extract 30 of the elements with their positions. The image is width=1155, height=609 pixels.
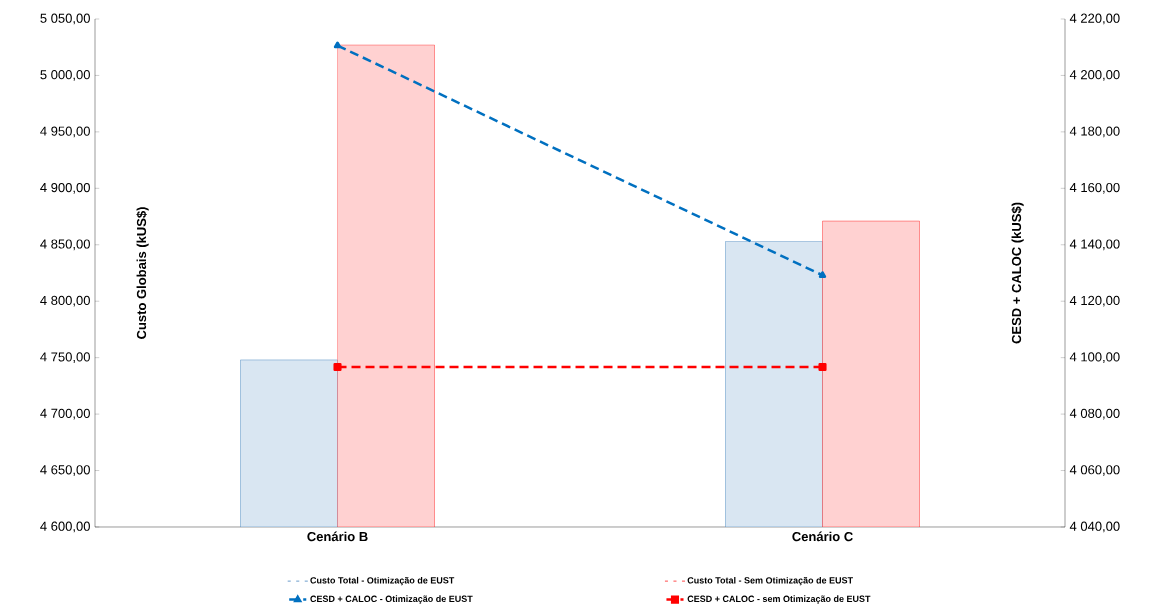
y2-tick-label: 4 140,00 xyxy=(1069,239,1120,251)
y-tick-label: 4 950,00 xyxy=(40,126,90,138)
y2-tick-label: 4 040,00 xyxy=(1069,521,1120,533)
point xyxy=(333,362,342,372)
legend-label: Custo Total - Sem Otimização de EUST xyxy=(687,576,853,586)
legend-label: Custo Total - Otimização de EUST xyxy=(310,576,455,586)
legend-label: CESD + CALOC - Otimização de EUST xyxy=(310,595,473,604)
y-tick-label: 4 700,00 xyxy=(40,408,90,420)
y-tick-label: 5 050,00 xyxy=(40,13,90,25)
y2-tick-label: 4 120,00 xyxy=(1069,295,1120,307)
y-tick-label: 4 750,00 xyxy=(40,352,90,364)
y2-tick-label: 4 180,00 xyxy=(1069,126,1120,138)
y2-tick-label: 4 100,00 xyxy=(1069,352,1120,364)
y2-tick-label: 4 200,00 xyxy=(1069,70,1120,81)
y-tick-label: 4 600,00 xyxy=(40,521,90,533)
point xyxy=(818,362,827,372)
y2-tick-label: 4 220,00 xyxy=(1069,13,1120,25)
y-tick-label: 4 800,00 xyxy=(40,295,90,307)
legend-label: CESD + CALOC - sem Otimização de EUST xyxy=(687,595,871,604)
y-tick-label: 5 000,00 xyxy=(40,70,90,81)
y-tick-label: 4 650,00 xyxy=(40,465,90,476)
y-tick-label: 4 900,00 xyxy=(40,182,90,194)
y-axis-title: Custo Globais (kUS$) xyxy=(136,207,149,339)
y2-tick-label: 4 080,00 xyxy=(1069,408,1120,420)
y2-axis-title: CESD + CALOC (kUS$) xyxy=(1011,202,1024,344)
y2-tick-label: 4 060,00 xyxy=(1069,465,1120,476)
y2-tick-label: 4 160,00 xyxy=(1069,182,1120,194)
x-tick-label: Cenário B xyxy=(307,531,368,542)
y-tick-label: 4 850,00 xyxy=(40,239,90,251)
x-tick-label: Cenário C xyxy=(792,531,853,542)
